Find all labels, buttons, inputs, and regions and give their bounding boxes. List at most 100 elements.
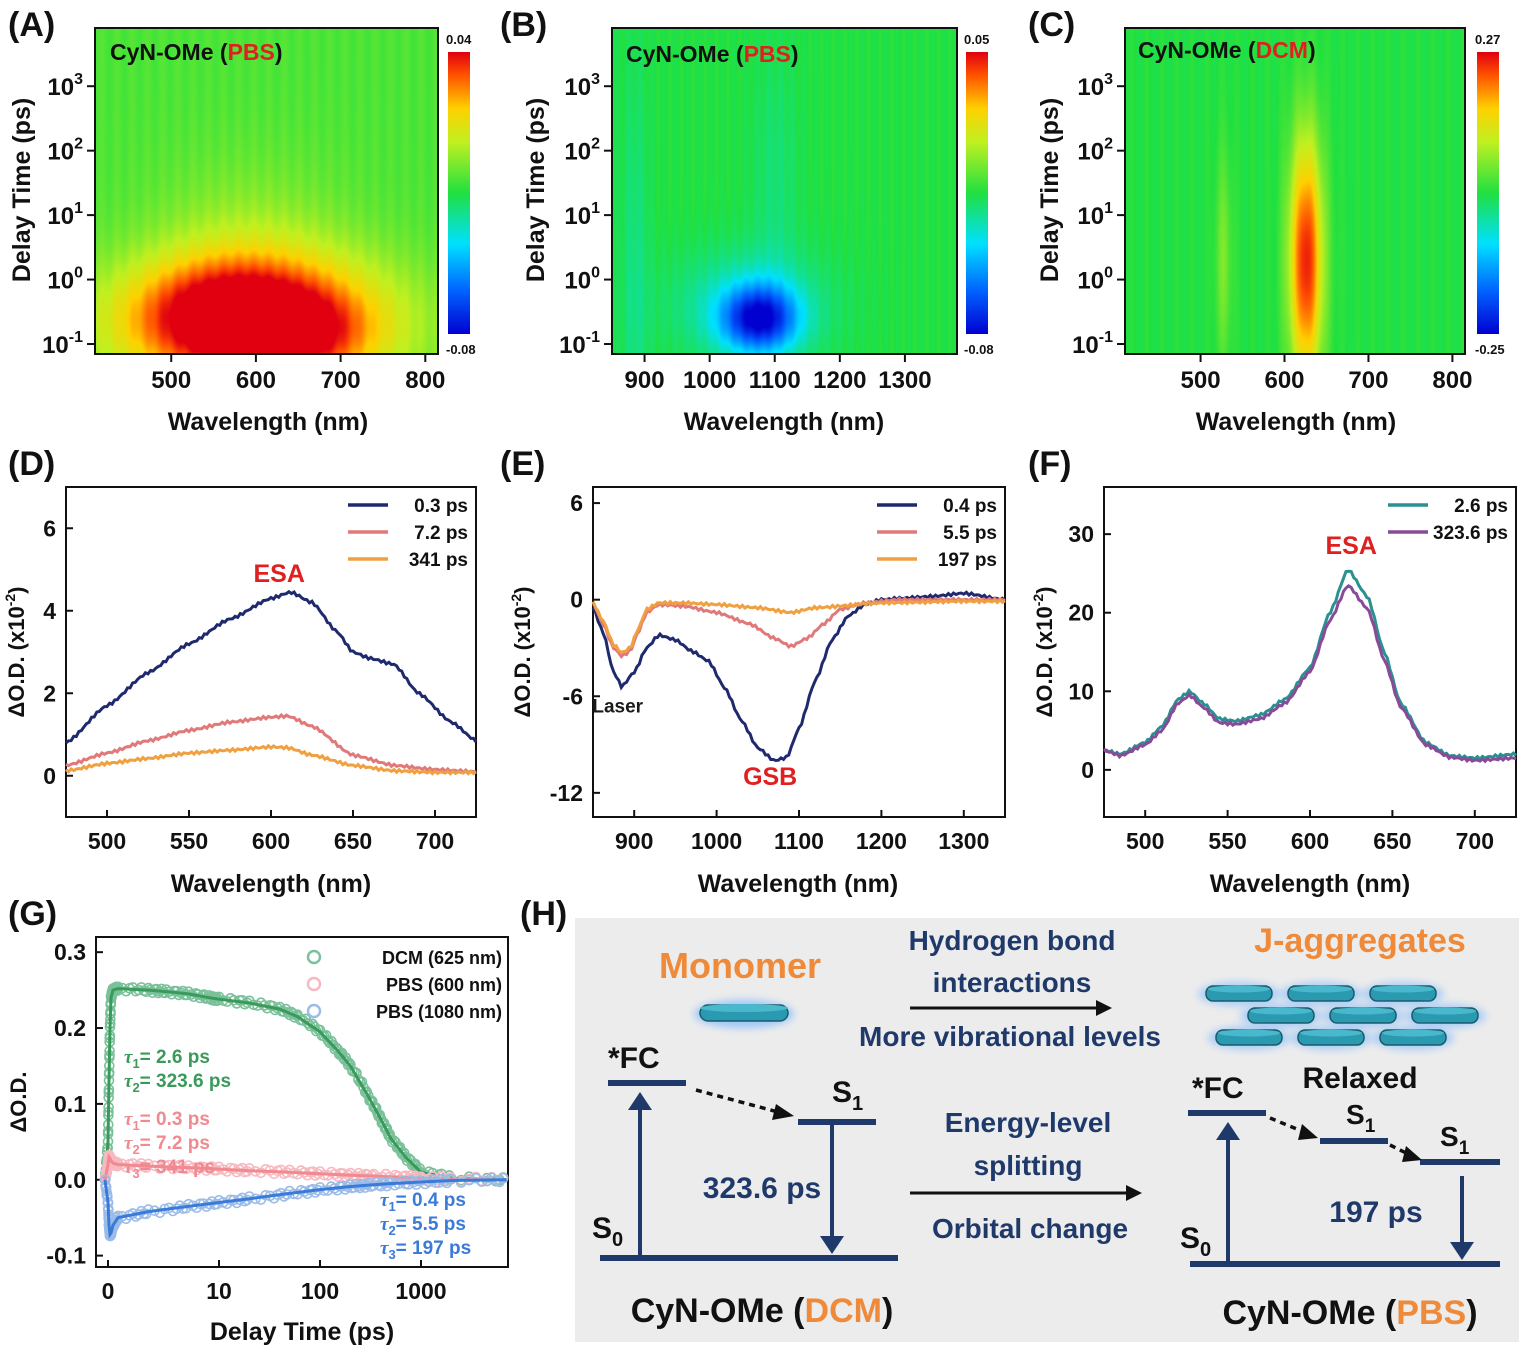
- heatmap-a-image: [95, 28, 438, 354]
- legend-swatch: [306, 1003, 322, 1019]
- xtick-label: 1300: [938, 828, 989, 854]
- colorbar-a: [448, 52, 470, 334]
- data-point: [143, 1158, 154, 1170]
- s1-label-left: S1: [832, 1076, 863, 1115]
- panel-label-h: (H): [520, 895, 567, 933]
- xtick-label: 550: [1208, 828, 1246, 854]
- ytick-label: 4: [43, 598, 56, 624]
- fc-label-left: *FC: [608, 1042, 660, 1075]
- ytick-label: 103: [47, 71, 83, 101]
- xtick-label: 600: [1264, 367, 1304, 394]
- legend-label: 323.6 ps: [1433, 523, 1508, 544]
- data-point: [332, 1171, 344, 1182]
- annotation: ESA: [1325, 532, 1376, 560]
- relax-arrowhead-left: [772, 1104, 794, 1120]
- colorbar-c-min: -0.25: [1475, 342, 1505, 357]
- ytick-label: 101: [1077, 200, 1113, 230]
- panel-label-g: (G): [8, 895, 57, 933]
- heatmap-b-image: [612, 28, 957, 354]
- heatmap-c-ylabel: Delay Time (ps): [1036, 98, 1064, 282]
- ytick-label: 0.2: [54, 1015, 86, 1041]
- jagg-title: J-aggregates: [1254, 922, 1466, 960]
- heatmap-b-title: CyN-OMe (PBS): [626, 41, 799, 67]
- ytick-label: 0.3: [54, 939, 86, 965]
- heatmap-a-xlabel: Wavelength (nm): [168, 408, 368, 436]
- xtick-label: 600: [252, 828, 290, 854]
- arrow2-head: [1126, 1185, 1142, 1201]
- series-line: [1103, 569, 1518, 762]
- heatmap-c: 500 600 700 800 10-1 100 101 102 103 CyN-OMe (DC…: [1036, 27, 1505, 436]
- ytick-label: 100: [47, 265, 83, 295]
- ytick-label: -6: [563, 683, 583, 709]
- legend-swatch: [306, 949, 322, 965]
- xtick-label: 1100: [749, 367, 801, 394]
- fit-label: τ1= 2.6 ps: [124, 1047, 210, 1071]
- heatmap-c-frame: [1124, 27, 1466, 355]
- data-point: [244, 1191, 255, 1202]
- disc-top: [1332, 1007, 1394, 1015]
- ytick-label: 102: [47, 136, 83, 166]
- data-point: [470, 1172, 482, 1184]
- fit-line: [103, 987, 507, 1182]
- colorbar-c-max: 0.27: [1475, 32, 1500, 47]
- chart-f: Wavelength (nm) ΔO.D. (x10-2) 500 550 600 6…: [1030, 486, 1518, 898]
- monomer-disc: [694, 1000, 794, 1028]
- ytick-label: 30: [1068, 521, 1094, 547]
- legend-label: PBS (1080 nm): [376, 1002, 502, 1022]
- ytick-label: 10-1: [42, 329, 83, 359]
- xtick-label: 600: [1291, 828, 1329, 854]
- scheme-h: Monomer J-aggregates Hydrogen bond inter…: [575, 918, 1519, 1342]
- decay-arrowhead-right: [1450, 1242, 1474, 1260]
- data-point: [497, 1172, 509, 1184]
- excitation-arrowhead-right: [1216, 1122, 1240, 1140]
- lifetime-right: 197 ps: [1329, 1196, 1422, 1229]
- heatmap-a-axes: 500 600 700 800 10-1 100 101 102 103: [42, 71, 445, 394]
- xtick-label: 1300: [878, 367, 931, 394]
- xtick-label: 1200: [813, 367, 866, 394]
- ytick-label: 20: [1068, 600, 1094, 626]
- ytick-label: 0.0: [54, 1167, 86, 1193]
- energy-diagram-pbs: Relaxed *FC S1 S1 S0 197 ps: [1180, 1062, 1500, 1267]
- panel-label-b: (B): [500, 6, 547, 44]
- colorbar-a-max: 0.04: [446, 32, 472, 47]
- chart-f-xlabel: Wavelength (nm): [1210, 870, 1410, 898]
- data-point: [260, 1164, 272, 1175]
- arrow1-text-1: Hydrogen bond: [909, 925, 1116, 956]
- ytick-label: 10-1: [559, 329, 600, 359]
- colorbar-c: [1477, 52, 1499, 334]
- fit-label: τ2= 5.5 ps: [380, 1214, 466, 1238]
- xtick-label: 500: [88, 828, 126, 854]
- caption-dcm: CyN-OMe (DCM): [631, 1292, 894, 1330]
- panel-label-c: (C): [1028, 6, 1075, 44]
- xtick-label: 500: [1181, 367, 1221, 394]
- chart-e-ylabel: ΔO.D. (x10-2): [508, 587, 535, 718]
- heatmap-a: 500 600 700 800 10-1 100 101 102 103 CyN-OMe (PB…: [8, 27, 476, 436]
- relax-arrowhead-right-2: [1402, 1146, 1422, 1162]
- ytick-label: 10: [1068, 678, 1094, 704]
- xtick-label: 500: [1126, 828, 1164, 854]
- disc-top: [1372, 985, 1434, 993]
- xtick-label: 600: [236, 367, 276, 394]
- heatmap-b-axes: 900 1000 1100 1200 1300 10-1 100 101 102 103: [559, 71, 932, 394]
- heatmap-c-axes: 500 600 700 800 10-1 100 101 102 103: [1072, 71, 1472, 394]
- ytick-label: 101: [47, 200, 83, 230]
- excitation-arrowhead-left: [628, 1092, 652, 1110]
- chart-g-xlabel: Delay Time (ps): [210, 1318, 394, 1346]
- fit-label: τ3= 197 ps: [380, 1238, 471, 1262]
- heatmap-c-xlabel: Wavelength (nm): [1196, 408, 1396, 436]
- legend-label: 341 ps: [409, 550, 468, 571]
- heatmap-a-title: CyN-OMe (PBS): [110, 39, 283, 65]
- disc-top: [1300, 1029, 1362, 1037]
- annotation: GSB: [743, 763, 797, 791]
- xtick-label: 900: [625, 367, 665, 394]
- chart-e: Wavelength (nm) ΔO.D. (x10-2) 900 1000 110…: [508, 486, 1007, 898]
- legend-swatch: [306, 976, 322, 992]
- ytick-label: 0: [570, 587, 583, 613]
- series-line: [1102, 583, 1517, 764]
- heatmap-a-frame: [94, 27, 439, 355]
- caption-pbs: CyN-OMe (PBS): [1222, 1294, 1477, 1332]
- annotation: Laser: [592, 696, 643, 717]
- ytick-label: 103: [564, 71, 600, 101]
- colorbar-b-max: 0.05: [964, 32, 989, 47]
- s0-label-right: S0: [1180, 1222, 1211, 1261]
